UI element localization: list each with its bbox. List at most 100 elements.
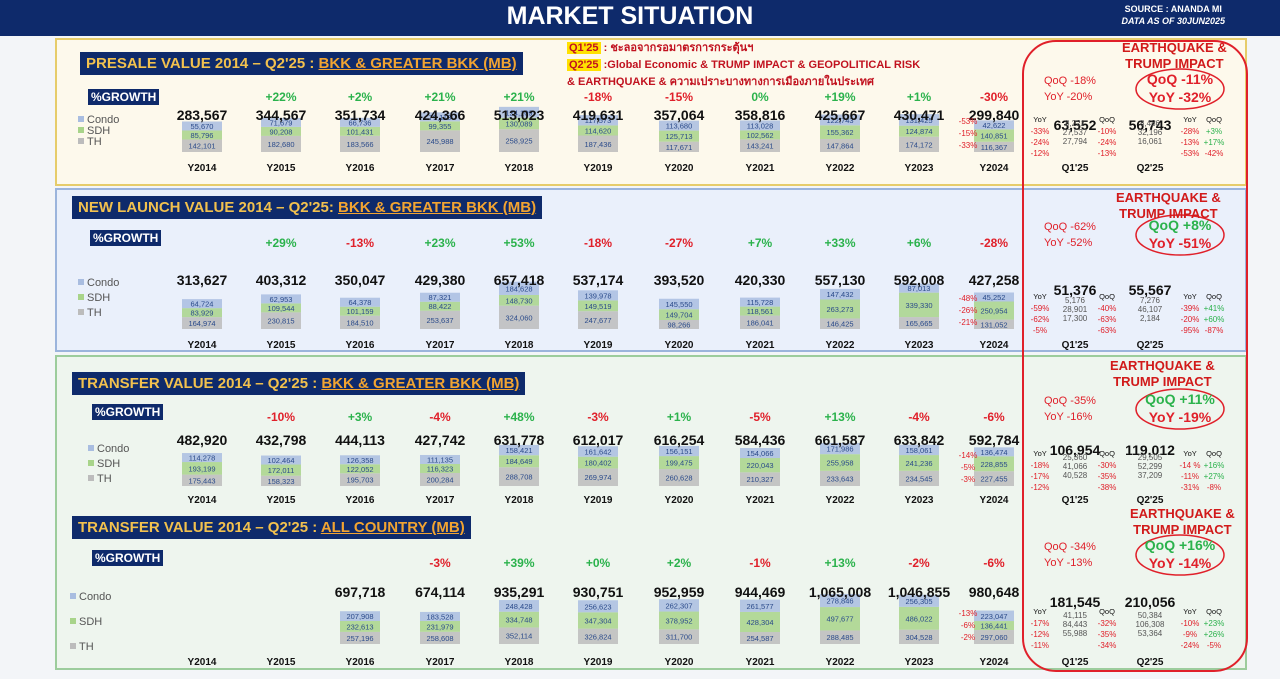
year-tick-label: Y2017 [426, 657, 455, 668]
bar-value-label: 164,974 [188, 319, 215, 328]
total-label: 403,312 [256, 272, 307, 288]
growth-label: +1% [667, 410, 692, 424]
q2-yoy: -10% [1181, 619, 1200, 628]
q1-tick-label: Q1'25 [1062, 163, 1089, 174]
q1-qoq: -32% [1098, 619, 1117, 628]
total-label: 427,742 [415, 432, 466, 448]
legend-swatch-condo [78, 279, 84, 285]
yoy-head: YoY [1183, 115, 1197, 124]
bar-condo [578, 115, 618, 126]
bar-value-label: 193,199 [188, 464, 215, 473]
bar-sdh [820, 454, 860, 471]
bar-th [578, 468, 618, 486]
q1-yoy: -17% [1031, 472, 1050, 481]
q2-qoq: -8% [1207, 483, 1221, 492]
total-label: 350,047 [335, 272, 386, 288]
year-tick-label: Y2014 [188, 163, 217, 174]
bar-value-label: 102,562 [746, 131, 773, 140]
year-tick-label: Y2020 [665, 340, 694, 351]
q1-qoq-total: QoQ -34% [1044, 541, 1096, 553]
bar-value-label: 165,665 [905, 319, 932, 328]
bar-value-label: 175,443 [188, 476, 215, 485]
growth-label: -1% [749, 556, 771, 570]
bar-sdh [820, 125, 860, 139]
q1-yoy: -33% [1031, 127, 1050, 136]
total-label: 299,840 [969, 107, 1020, 123]
transfer-bkk-title: TRANSFER VALUE 2014 – Q2'25 : [78, 375, 322, 392]
bar-value-label: 109,544 [267, 304, 294, 313]
quake-label: EARTHQUAKE & TRUMP IMPACT [1122, 40, 1227, 71]
bar-value-label: 90,208 [270, 127, 293, 136]
bar-value-label: 83,929 [191, 309, 214, 318]
bar-th [499, 627, 539, 644]
legend-label-th: TH [79, 641, 94, 653]
q2-note-2: & EARTHQUAKE & ความเปราะบางทางการเมืองภา… [567, 76, 874, 88]
bar-value-label: 155,362 [826, 128, 853, 137]
growth-label: -30% [980, 90, 1008, 104]
bar-value-label: 187,436 [584, 140, 611, 149]
bar-value-label: 118,561 [747, 307, 774, 316]
bar-th [740, 139, 780, 152]
q2-change-ellipse [1135, 388, 1225, 430]
bar-value-label: 149,519 [584, 302, 611, 311]
transfer-country-region: ALL COUNTRY (MB) [320, 519, 465, 536]
bar-condo [420, 454, 460, 464]
growth-label: +1% [907, 90, 932, 104]
q2-yoy: -95% [1181, 326, 1200, 335]
bar-value-label: 148,730 [505, 296, 532, 305]
q1-part: 40,528 [1063, 471, 1088, 480]
bar-sdh [182, 462, 222, 475]
q1-part: 28,901 [1063, 305, 1088, 314]
growth-label: +0% [586, 556, 611, 570]
bar-value-label: 87,013 [908, 284, 931, 293]
legend-swatch-th [70, 643, 76, 649]
bar-condo [820, 442, 860, 455]
bar-condo [578, 600, 618, 613]
q2-tick-label: Q2'25 [1137, 657, 1164, 668]
q1-qoq: -63% [1098, 315, 1117, 324]
bar-value-label: 262,307 [665, 601, 692, 610]
q2-yoy: -28% [1181, 127, 1200, 136]
bar-value-label: 297,060 [980, 633, 1007, 642]
qoq-head: QoQ [1099, 449, 1115, 458]
bar-value-label: 184,510 [346, 318, 373, 327]
bar-sdh [340, 464, 380, 474]
bar-value-label: 258,608 [426, 634, 453, 643]
bar-value-label: 55,670 [191, 122, 214, 131]
quake-label: EARTHQUAKE & TRUMP IMPACT [1116, 190, 1221, 221]
bar-value-label: 71,679 [270, 118, 293, 127]
bar-condo [499, 281, 539, 295]
q2-yoy: -13% [1181, 138, 1200, 147]
bar-value-label: 101,159 [346, 307, 373, 316]
bar-value-label: 207,908 [346, 612, 373, 621]
bar-value-label: 486,022 [905, 614, 932, 623]
total-label: 657,418 [494, 272, 545, 288]
bar-value-label: 269,974 [584, 473, 611, 482]
year-tick-label: Y2018 [505, 657, 534, 668]
bar-condo [420, 292, 460, 302]
bar-condo [974, 120, 1014, 130]
q1-part: 41,066 [1063, 462, 1088, 471]
q2-tick-label: Q2'25 [1137, 163, 1164, 174]
bar-th [182, 139, 222, 152]
legend-label-sdh: SDH [79, 616, 102, 628]
bar-value-label: 233,643 [826, 474, 853, 483]
growth-label: +48% [503, 410, 534, 424]
q1-qoq: -34% [1098, 641, 1117, 650]
q2-yoy: -14 % [1180, 461, 1201, 470]
growth-label: -27% [665, 236, 693, 250]
transfer-bkk-header: TRANSFER VALUE 2014 – Q2'25 : BKK & GREA… [72, 372, 526, 395]
legend-label-condo: Condo [79, 591, 111, 603]
bar-th [820, 318, 860, 329]
year-tick-label: Y2015 [267, 163, 296, 174]
q1-yoy: -62% [1031, 315, 1050, 324]
bar-value-label: 117,573 [585, 116, 612, 125]
year-tick-label: Y2020 [665, 163, 694, 174]
q2-part: 16,061 [1138, 137, 1163, 146]
q2-part: 52,299 [1138, 462, 1163, 471]
year-tick-label: Y2014 [188, 495, 217, 506]
bar-condo [340, 611, 380, 621]
q1-tick-label: Q1'25 [1062, 340, 1089, 351]
growth-label: +39% [503, 556, 534, 570]
quarter-highlight-frame [1022, 40, 1248, 672]
